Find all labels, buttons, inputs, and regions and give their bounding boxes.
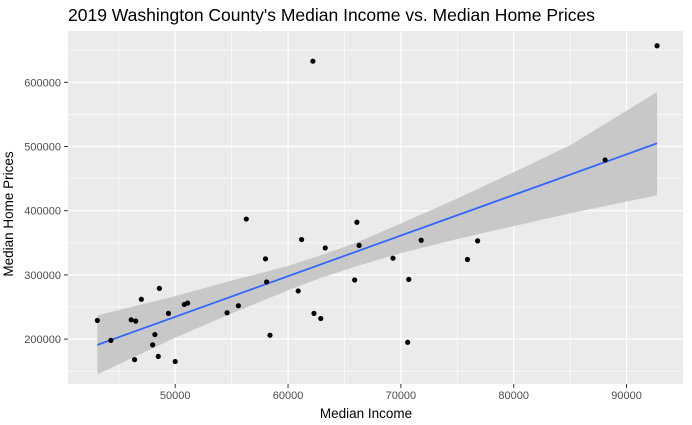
chart-title: 2019 Washington County's Median Income v… xyxy=(68,5,595,25)
data-point xyxy=(295,288,301,294)
data-point xyxy=(264,279,270,285)
data-point xyxy=(94,317,100,324)
data-point xyxy=(185,300,191,306)
data-point xyxy=(155,353,161,360)
data-point xyxy=(298,236,305,243)
data-point xyxy=(243,216,249,222)
y-axis-ticks: 200000 300000 400000 500000 600000 xyxy=(24,77,68,346)
y-tick-label: 300000 xyxy=(24,270,61,282)
data-point xyxy=(262,256,269,262)
data-point xyxy=(165,310,172,316)
x-tick-label: 90000 xyxy=(611,390,642,402)
data-point xyxy=(172,358,178,365)
data-point xyxy=(131,357,138,363)
data-point xyxy=(390,255,396,261)
data-point xyxy=(356,242,362,248)
data-point xyxy=(318,315,324,322)
y-tick-label: 500000 xyxy=(24,142,61,154)
data-point xyxy=(267,332,273,338)
x-axis-label: Median Income xyxy=(320,406,412,421)
data-points xyxy=(94,43,660,365)
data-point xyxy=(310,58,316,64)
x-tick-label: 80000 xyxy=(498,390,529,402)
data-point xyxy=(405,339,411,345)
x-tick-label: 60000 xyxy=(273,390,304,402)
data-point xyxy=(224,310,230,316)
data-point xyxy=(311,310,317,316)
x-tick-label: 50000 xyxy=(160,390,191,402)
regression-line xyxy=(97,142,658,346)
data-point xyxy=(464,256,471,263)
y-tick-label: 600000 xyxy=(24,77,61,89)
y-axis-label: Median Home Prices xyxy=(1,151,16,277)
data-point xyxy=(602,157,608,163)
data-point xyxy=(152,331,158,338)
x-axis-ticks: 50000 60000 70000 80000 90000 xyxy=(160,384,642,402)
data-point xyxy=(654,43,660,49)
data-point xyxy=(156,285,163,291)
x-tick-label: 70000 xyxy=(386,390,417,402)
y-tick-label: 200000 xyxy=(24,334,61,346)
data-point xyxy=(133,318,139,324)
data-point xyxy=(150,342,156,348)
data-point xyxy=(475,238,481,244)
data-point xyxy=(322,245,328,251)
data-point xyxy=(406,276,412,282)
data-point xyxy=(128,317,134,323)
data-point xyxy=(235,303,241,309)
data-point xyxy=(354,219,360,225)
data-point xyxy=(138,296,144,302)
data-point xyxy=(352,277,358,283)
data-point xyxy=(108,337,114,343)
y-tick-label: 400000 xyxy=(24,206,61,218)
data-point xyxy=(418,237,424,243)
